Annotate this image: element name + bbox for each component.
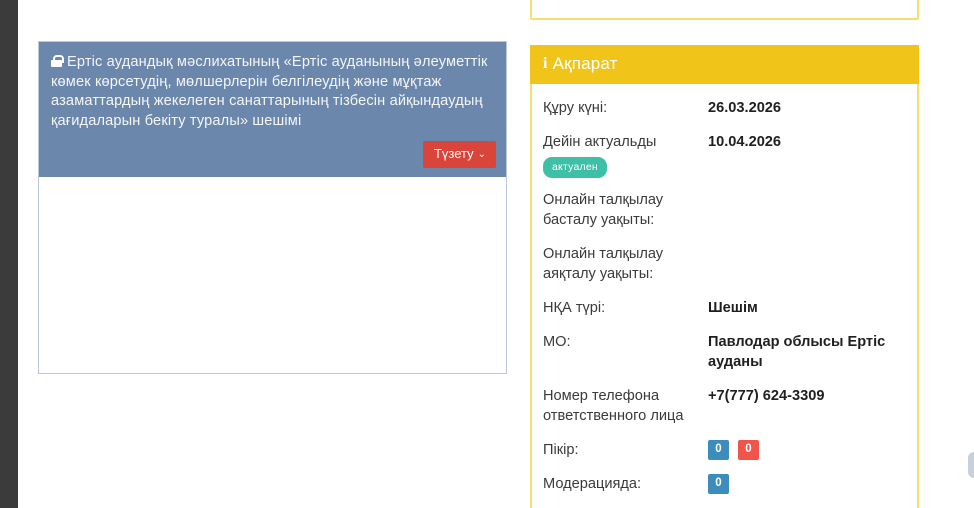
- info-value: +7(777) 624-3309: [708, 387, 825, 404]
- info-row: МО: Павлодар облысы Ертіс ауданы: [532, 332, 917, 372]
- info-panel-header: i Ақпарат: [530, 45, 919, 84]
- info-label: Онлайн талқылау басталу уақыты:: [543, 191, 664, 228]
- info-value: Шешім: [708, 299, 758, 316]
- info-row: Номер телефона ответственного лица +7(77…: [532, 386, 917, 426]
- chevron-down-icon: ⌄: [477, 149, 486, 160]
- edit-button-label: Түзету: [433, 146, 474, 161]
- info-row: Құру күні: 26.03.2026: [532, 98, 917, 118]
- info-label: НҚА түрі:: [543, 299, 606, 316]
- badge-count[interactable]: 0: [708, 473, 729, 494]
- status-badge: актуален: [543, 157, 607, 178]
- info-label: МО:: [543, 333, 571, 350]
- info-row: Онлайн талқылау басталу уақыты:: [532, 190, 917, 230]
- document-title: Ертіс аудандық мәслихатының «Ертіс аудан…: [51, 54, 488, 129]
- badge-group: 0: [708, 473, 729, 494]
- info-label: Модерацияда:: [543, 475, 642, 492]
- info-label: Дейін актуальды актуален: [543, 132, 708, 178]
- info-label: Пікір:: [543, 441, 579, 458]
- info-row: НҚА түрі: Шешім: [532, 298, 917, 318]
- lock-icon: [51, 55, 64, 67]
- document-title-wrap: Ертіс аудандық мәслихатының «Ертіс аудан…: [51, 53, 492, 131]
- counter-row-comments: Пікір: 0 0: [532, 439, 917, 460]
- info-panel-title: Ақпарат: [552, 54, 618, 73]
- info-label: Номер телефона ответственного лица: [543, 387, 684, 424]
- info-label-text: Дейін актуальды: [543, 134, 657, 150]
- info-value: 10.04.2026: [708, 134, 782, 150]
- document-card: Ертіс аудандық мәслихатының «Ертіс аудан…: [38, 41, 507, 374]
- edge-slider-handle[interactable]: [968, 452, 974, 478]
- info-row: Онлайн талқылау аяқталу уақыты:: [532, 244, 917, 284]
- badge-group: 0 0: [708, 439, 759, 460]
- document-card-header: Ертіс аудандық мәслихатының «Ертіс аудан…: [39, 42, 506, 177]
- info-panel: i Ақпарат Құру күні: 26.03.2026 Дейін акт…: [530, 45, 919, 508]
- edit-button[interactable]: Түзету ⌄: [422, 141, 496, 168]
- info-value: 26.03.2026: [708, 100, 782, 116]
- sidebar-rail[interactable]: [0, 0, 18, 508]
- badge-count[interactable]: 0: [738, 439, 759, 460]
- counter-row-moderation: Модерацияда: 0: [532, 473, 917, 494]
- info-label: Құру күні:: [543, 100, 608, 116]
- info-label: Онлайн талқылау аяқталу уақыты:: [543, 245, 664, 282]
- info-panel-body: Құру күні: 26.03.2026 Дейін актуальды ак…: [532, 84, 917, 508]
- info-icon: i: [543, 55, 548, 72]
- info-row: Дейін актуальды актуален 10.04.2026: [532, 132, 917, 178]
- cut-off-panel-above: [530, 0, 919, 20]
- badge-count[interactable]: 0: [708, 439, 729, 460]
- info-value: Павлодар облысы Ертіс ауданы: [708, 333, 886, 370]
- document-card-body: [39, 177, 506, 373]
